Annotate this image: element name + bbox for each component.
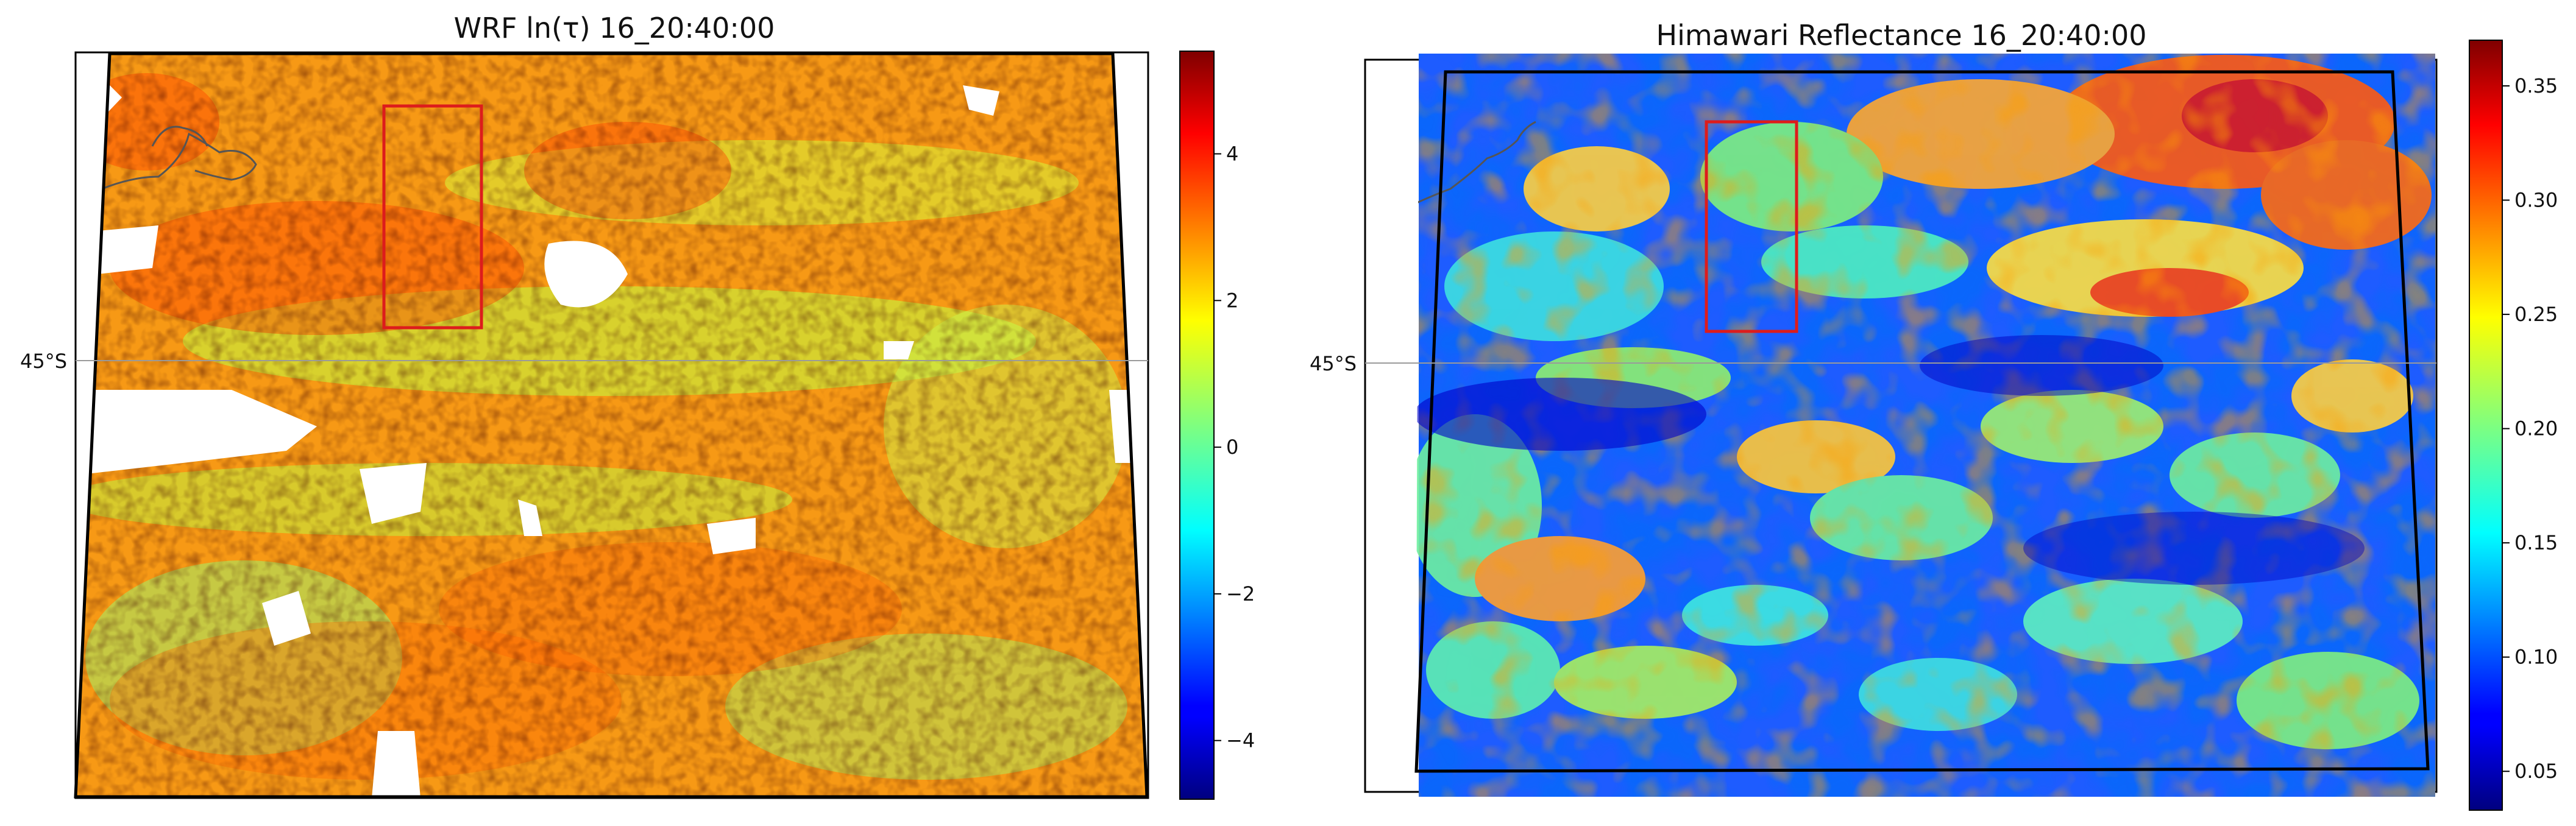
right-highlight-box [1705, 120, 1798, 333]
left-colorbar [1179, 51, 1215, 800]
left-colorbar-tick-label: 4 [1226, 143, 1238, 166]
right-colorbar-tick-label: 0.15 [2514, 531, 2558, 554]
left-chart-title: WRF ln(τ) 16_20:40:00 [454, 12, 775, 44]
left-lat-label: 45°S [20, 350, 67, 373]
left-colorbar-tick-label: 0 [1226, 436, 1238, 459]
right-colorbar-tick-label: 0.35 [2514, 74, 2558, 97]
right-colorbar-tick-label: 0.20 [2514, 417, 2558, 440]
left-colorbar-ticks: 4 2 0 −2 −4 [1214, 143, 1255, 752]
left-highlight-box [382, 104, 483, 330]
left-colorbar-tick-label: −4 [1226, 729, 1255, 752]
right-chart-title: Himawari Reflectance 16_20:40:00 [1656, 19, 2147, 52]
left-colorbar-tick-label: 2 [1226, 289, 1238, 312]
right-heatmap [1416, 54, 2435, 797]
right-colorbar-tick-label: 0.25 [2514, 303, 2558, 326]
left-domain-outline [74, 52, 1149, 799]
right-domain-outline [1414, 70, 2430, 773]
right-colorbar [2469, 40, 2503, 811]
right-lat-label: 45°S [1310, 352, 1357, 375]
left-panel: WRF ln(τ) 16_20:40:00 [20, 12, 1255, 800]
left-heatmap [76, 54, 1147, 797]
right-colorbar-ticks: 0.35 0.30 0.25 0.20 0.15 0.10 0.05 [2502, 74, 2558, 783]
left-colorbar-tick-label: −2 [1226, 582, 1255, 605]
right-colorbar-tick-label: 0.10 [2514, 646, 2558, 669]
right-colorbar-tick-label: 0.30 [2514, 189, 2558, 212]
right-panel: Himawari Reflectance 16_20:40:00 [1310, 19, 2558, 811]
right-colorbar-tick-label: 0.05 [2514, 760, 2558, 783]
